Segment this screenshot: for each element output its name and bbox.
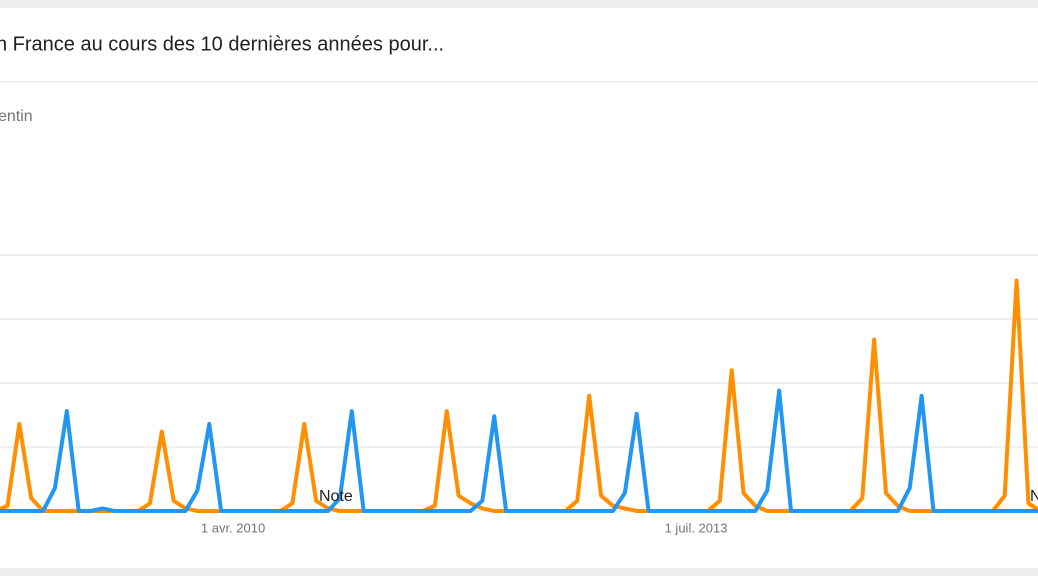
card-title: n France au cours des 10 dernières année… xyxy=(0,33,444,55)
series-line xyxy=(0,388,1038,513)
plot: 1 avr. 2010 1 juil. 2013 xyxy=(0,254,1038,535)
card-background xyxy=(0,8,1038,568)
x-tick-label: 1 juil. 2013 xyxy=(665,520,728,535)
annotation: Note xyxy=(319,488,353,505)
annotation: N xyxy=(1030,488,1038,505)
x-tick-label: 1 avr. 2010 xyxy=(201,520,265,535)
legend-fragment: entin xyxy=(0,108,33,125)
